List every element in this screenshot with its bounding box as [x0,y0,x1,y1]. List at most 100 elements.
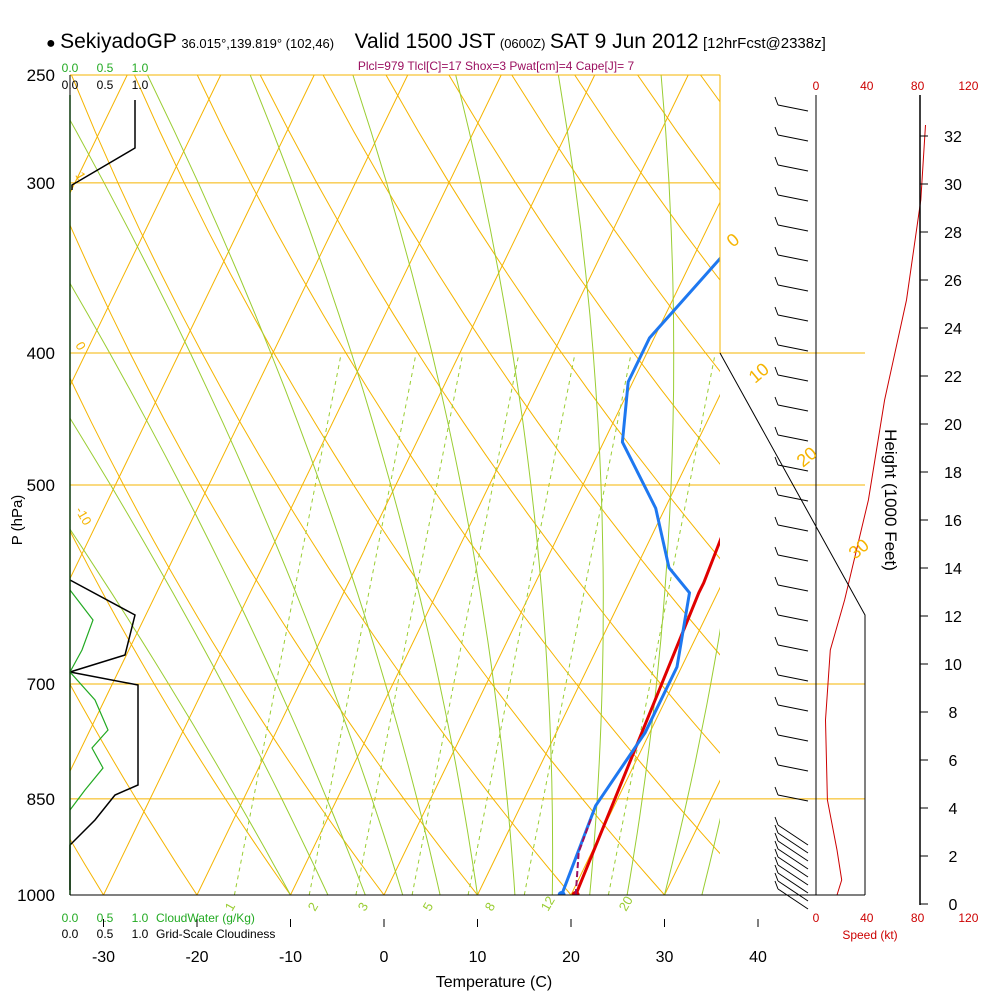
height-tick-label: 12 [944,609,962,626]
dry-adiabat-line [259,75,720,754]
wind-barb [777,856,809,878]
height-tick-label: 22 [944,369,962,386]
temp-tick-label: 0 [380,949,389,966]
isotherm-line [945,75,1000,895]
wind-barb-flag [774,276,779,286]
wind-barb [777,832,809,854]
wind-barb [777,824,809,846]
wind-barb-flag [774,726,779,736]
wind-barb [777,434,809,442]
speed-tick-bottom: 120 [958,911,978,925]
pressure-tick-label: 300 [27,174,55,193]
wind-barb [777,864,809,886]
cloudiness-lower [69,579,139,890]
cloudiness-scale-bottom: 0.0 [62,927,79,941]
temp-tick-label: 20 [562,949,580,966]
moist-adiabat-line [557,75,604,895]
moist-adiabat-line [352,75,516,895]
moist-adiabat-line [70,528,291,895]
cloudiness-upper [71,100,136,190]
isotherm-line [852,75,1000,895]
chart-header: ● SekiyadoGP 36.015°,139.819° (102,46) V… [46,30,826,54]
valid-zulu: (0600Z) [499,36,546,51]
mixing-ratio-label: 5 [420,900,437,914]
cloudwater-scale-bottom: 0.5 [97,911,114,925]
moist-adiabat-line [70,282,366,895]
height-tick-label: 20 [944,417,962,434]
speed-tick-top: 40 [860,79,874,93]
station-dot-icon: ● [46,35,56,52]
wind-barb [777,254,809,262]
cloudwater-label: CloudWater (g/Kg) [156,911,255,925]
wind-barb-flag [774,824,779,834]
pressure-tick-label: 400 [27,344,55,363]
wind-barb [777,554,809,562]
isotherm-line [70,75,222,387]
speed-tick-bottom: 40 [860,911,874,925]
moist-adiabat-line [455,75,554,895]
wind-barb-flag [774,396,779,406]
mixing-ratio-label: 12 [538,893,558,913]
pressure-tick-label: 500 [27,476,55,495]
dry-adiabat-line [511,75,720,373]
dry-adiabat-label: 0 [723,229,744,251]
wind-barb-flag [774,856,779,866]
height-tick-label: 4 [949,801,958,818]
cloudiness-scale-bottom: 0.5 [97,927,114,941]
wind-barb [777,704,809,712]
wind-barb [777,764,809,772]
mixing-ratio-label: 20 [616,893,636,913]
mixing-ratio-line [467,352,576,895]
cloudiness-label: Grid-Scale Cloudiness [156,927,275,941]
dry-adiabat-label: 10 [745,359,773,387]
wind-barb-flag [774,786,779,796]
dewpoint-line [560,256,720,895]
wind-barb-flag [774,306,779,316]
wind-barb [777,888,809,910]
moist-adiabat-line [70,119,404,895]
mixing-ratio-line [355,352,464,895]
wind-barb-flag [774,606,779,616]
dry-adiabat-label: 20 [793,443,821,471]
mixing-ratio-line [523,352,632,895]
wind-barb-flag [774,126,779,136]
moist-adiabat-line [147,75,441,895]
pressure-tick-label: 1000 [17,886,55,905]
wind-barb-flag [774,246,779,256]
height-tick-label: 2 [949,849,958,866]
wind-barb-flag [774,186,779,196]
dry-adiabat-label: 30 [845,535,873,563]
wind-barb-flag [774,756,779,766]
wind-barb-flag [774,816,779,826]
valid-time: Valid 1500 JST [354,30,496,53]
wind-barb [777,644,809,652]
height-tick-label: 32 [944,129,962,146]
wind-barb-flag [774,96,779,106]
mixing-ratio-line [411,352,520,895]
speed-tick-bottom: 80 [911,911,925,925]
wind-barb-flag [774,864,779,874]
wind-barb [777,734,809,742]
wind-barb-flag [774,666,779,676]
wind-barb-flag [774,516,779,526]
temperature-line [574,536,720,895]
wind-barb-flag [774,366,779,376]
mixing-ratio-label: 3 [355,900,372,914]
dry-adiabat-line [70,376,385,895]
dry-adiabat-line [70,223,478,895]
wind-barb [777,374,809,382]
pressure-tick-label: 250 [27,66,55,85]
wind-barb-flag [774,636,779,646]
wind-barb [777,104,809,112]
x-axis-label: Temperature (C) [436,974,552,991]
mixing-ratio-label: 8 [482,900,499,914]
wind-barb [777,164,809,172]
wind-barb [777,494,809,502]
moist-adiabat-line [70,417,329,895]
height-tick-label: 26 [944,273,962,290]
wind-barb [777,194,809,202]
wind-barb [777,404,809,412]
dry-adiabat-line [71,75,572,895]
